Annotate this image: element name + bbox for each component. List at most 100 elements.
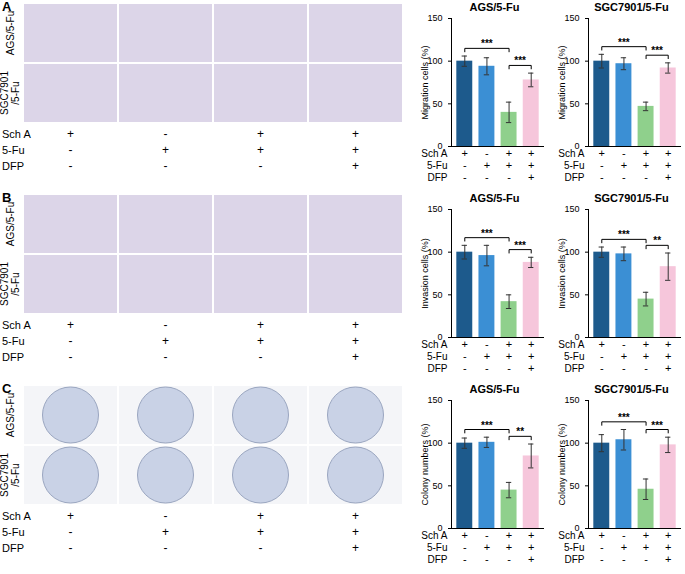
- svg-text:+: +: [352, 127, 359, 141]
- svg-text:-: -: [485, 553, 489, 565]
- svg-text:150: 150: [427, 395, 442, 405]
- svg-text:**: **: [653, 235, 661, 246]
- svg-text:+: +: [621, 159, 627, 171]
- svg-text:5-Fu: 5-Fu: [427, 542, 448, 553]
- svg-text:+: +: [665, 147, 671, 159]
- svg-text:DFP: DFP: [428, 363, 448, 374]
- svg-text:SGC7901/5-Fu: SGC7901/5-Fu: [0, 453, 21, 497]
- svg-text:+: +: [67, 318, 74, 332]
- svg-text:+: +: [621, 350, 627, 362]
- svg-text:5-Fu: 5-Fu: [2, 144, 25, 156]
- svg-text:+: +: [643, 541, 649, 553]
- svg-text:***: ***: [514, 240, 526, 251]
- svg-text:-: -: [600, 171, 604, 183]
- svg-text:+: +: [67, 509, 74, 523]
- svg-text:+: +: [162, 143, 169, 157]
- svg-text:+: +: [528, 362, 534, 374]
- svg-text:AGS/5-Fu: AGS/5-Fu: [5, 393, 16, 437]
- svg-text:+: +: [484, 350, 490, 362]
- svg-text:+: +: [528, 159, 534, 171]
- svg-text:-: -: [164, 350, 168, 364]
- svg-text:+: +: [665, 159, 671, 171]
- svg-text:+: +: [506, 159, 512, 171]
- svg-text:5-Fu: 5-Fu: [427, 160, 448, 171]
- svg-text:-: -: [259, 159, 263, 173]
- svg-text:+: +: [643, 350, 649, 362]
- svg-text:+: +: [621, 541, 627, 553]
- svg-text:+: +: [352, 143, 359, 157]
- svg-text:50: 50: [569, 481, 579, 491]
- svg-text:50: 50: [569, 99, 579, 109]
- svg-text:-: -: [485, 362, 489, 374]
- svg-text:+: +: [462, 147, 468, 159]
- svg-text:+: +: [528, 541, 534, 553]
- svg-text:+: +: [67, 127, 74, 141]
- svg-text:150: 150: [427, 204, 442, 214]
- svg-text:-: -: [463, 159, 467, 171]
- svg-text:50: 50: [432, 481, 442, 491]
- svg-text:-: -: [259, 350, 263, 364]
- svg-text:-: -: [164, 541, 168, 555]
- svg-text:+: +: [484, 541, 490, 553]
- svg-text:-: -: [164, 127, 168, 141]
- svg-text:Sch A: Sch A: [421, 530, 447, 541]
- svg-text:DFP: DFP: [428, 172, 448, 183]
- svg-text:+: +: [643, 338, 649, 350]
- svg-text:+: +: [599, 147, 605, 159]
- svg-text:150: 150: [427, 13, 442, 23]
- svg-text:+: +: [352, 509, 359, 523]
- svg-text:-: -: [622, 147, 626, 159]
- svg-text:DFP: DFP: [2, 542, 24, 554]
- svg-text:-: -: [600, 553, 604, 565]
- svg-text:50: 50: [432, 99, 442, 109]
- svg-text:+: +: [528, 350, 534, 362]
- svg-text:150: 150: [564, 395, 579, 405]
- svg-text:-: -: [622, 362, 626, 374]
- svg-text:DFP: DFP: [2, 351, 24, 363]
- svg-text:+: +: [665, 338, 671, 350]
- svg-text:-: -: [507, 553, 511, 565]
- svg-text:Sch A: Sch A: [2, 128, 31, 140]
- svg-text:+: +: [528, 553, 534, 565]
- svg-text:***: ***: [481, 38, 493, 49]
- svg-text:+: +: [352, 350, 359, 364]
- svg-text:5-Fu: 5-Fu: [564, 542, 585, 553]
- svg-text:+: +: [352, 525, 359, 539]
- svg-text:**: **: [516, 426, 524, 437]
- svg-text:+: +: [528, 338, 534, 350]
- svg-text:AGS/5-Fu: AGS/5-Fu: [5, 202, 16, 246]
- svg-text:-: -: [600, 362, 604, 374]
- svg-text:***: ***: [618, 37, 630, 48]
- svg-text:+: +: [506, 541, 512, 553]
- svg-text:DFP: DFP: [565, 363, 585, 374]
- svg-text:+: +: [643, 159, 649, 171]
- svg-text:SGC7901/5-Fu: SGC7901/5-Fu: [0, 71, 21, 115]
- svg-text:DFP: DFP: [428, 554, 448, 565]
- svg-text:+: +: [528, 147, 534, 159]
- svg-text:Invasion cells (%): Invasion cells (%): [557, 238, 567, 309]
- svg-text:Sch A: Sch A: [558, 148, 584, 159]
- svg-text:-: -: [644, 362, 648, 374]
- svg-text:-: -: [622, 553, 626, 565]
- svg-text:B: B: [2, 191, 11, 205]
- svg-text:+: +: [162, 334, 169, 348]
- svg-text:-: -: [622, 171, 626, 183]
- svg-text:-: -: [69, 143, 73, 157]
- svg-text:-: -: [69, 525, 73, 539]
- svg-text:+: +: [506, 338, 512, 350]
- svg-text:150: 150: [564, 13, 579, 23]
- svg-text:+: +: [599, 529, 605, 541]
- svg-text:+: +: [352, 334, 359, 348]
- svg-text:+: +: [599, 338, 605, 350]
- svg-text:Sch A: Sch A: [2, 319, 31, 331]
- svg-text:+: +: [665, 362, 671, 374]
- svg-text:+: +: [257, 334, 264, 348]
- svg-text:5-Fu: 5-Fu: [2, 526, 25, 538]
- svg-text:Sch A: Sch A: [558, 339, 584, 350]
- svg-text:-: -: [164, 159, 168, 173]
- svg-text:-: -: [485, 529, 489, 541]
- svg-text:-: -: [164, 318, 168, 332]
- svg-text:-: -: [644, 553, 648, 565]
- svg-text:5-Fu: 5-Fu: [564, 351, 585, 362]
- svg-text:+: +: [257, 318, 264, 332]
